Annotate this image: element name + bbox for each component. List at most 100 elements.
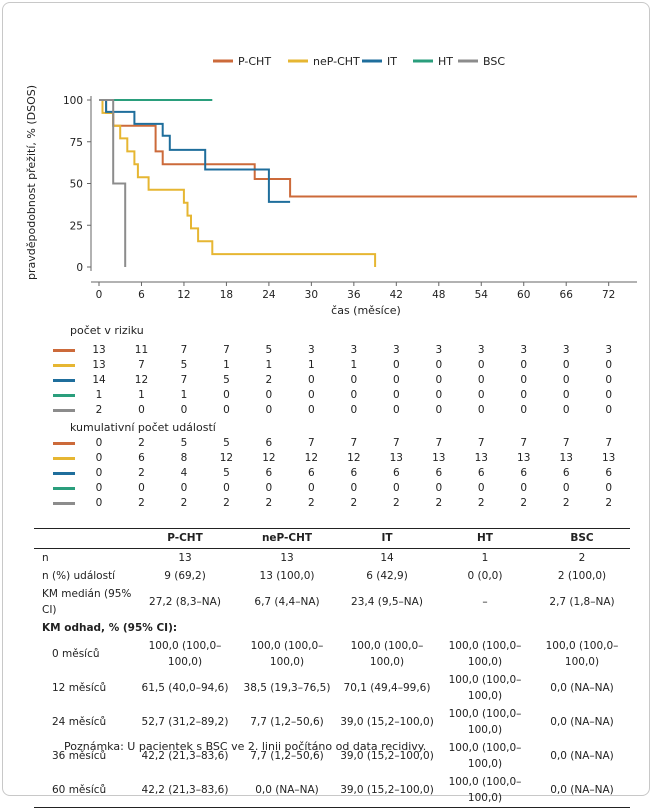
events-row-IT: 0 2 4 5 6 6 6 6 6 6 6 6 6 xyxy=(0,466,654,480)
footnote: Poznámka: U pacientek s BSC ve 2. linii … xyxy=(64,740,427,753)
events-value: 2 xyxy=(265,497,273,509)
risk-value: 11 xyxy=(134,344,149,356)
events-value: 2 xyxy=(350,497,358,509)
x-tick-label: 30 xyxy=(305,289,318,301)
table-cell: 14 xyxy=(380,552,394,564)
events-value: 6 xyxy=(605,467,613,479)
table-header-cell: P-CHT xyxy=(167,532,203,544)
events-value: 7 xyxy=(308,437,315,449)
table-row: n (%) událostí 9 (69,2) 13 (100,0) 6 (42,9)… xyxy=(34,567,630,585)
table-header-cell: BSC xyxy=(570,532,594,544)
risk-value: 2 xyxy=(265,374,273,386)
table-header-cell: HT xyxy=(477,532,493,544)
risk-value: 0 xyxy=(223,404,230,416)
table-cell: 100,0 (100,0–100,0) xyxy=(250,640,324,668)
series-line-IT xyxy=(99,99,291,203)
table-cell: 13 (100,0) xyxy=(259,570,315,582)
table-cell: 7,7 (1,2–50,6) xyxy=(250,750,324,762)
chart-legend: P-CHT neP-CHT IT HT BSC xyxy=(213,55,505,68)
y-tick-label: 0 xyxy=(76,262,83,274)
risk-value: 0 xyxy=(520,359,528,371)
risk-value: 1 xyxy=(350,359,358,371)
events-value: 0 xyxy=(562,482,570,494)
table-cell: 6 (42,9) xyxy=(366,570,408,582)
table-cell: 100,0 (100,0–100,0) xyxy=(448,742,522,770)
plot-area xyxy=(99,99,637,267)
risk-swatch xyxy=(53,379,75,382)
events-value: 2 xyxy=(138,467,145,479)
table-cell: 0 měsíců xyxy=(52,648,100,660)
events-value: 2 xyxy=(308,497,315,509)
x-tick-label: 48 xyxy=(432,289,445,301)
risk-value: 0 xyxy=(392,359,400,371)
table-cell: 39,0 (15,2–100,0) xyxy=(340,716,434,728)
table-cell: 100,0 (100,0–100,0) xyxy=(448,776,522,804)
table-header-cell: neP-CHT xyxy=(261,532,313,544)
risk-value: 3 xyxy=(435,344,443,356)
table-header-cell: IT xyxy=(381,532,393,544)
events-value: 2 xyxy=(605,497,613,509)
risk-value: 13 xyxy=(92,344,106,356)
risk-value: 0 xyxy=(308,404,315,416)
events-value: 6 xyxy=(435,467,443,479)
events-value: 7 xyxy=(435,437,443,449)
events-value: 13 xyxy=(432,452,446,464)
events-value: 6 xyxy=(265,437,273,449)
events-value: 4 xyxy=(180,467,188,479)
events-value: 6 xyxy=(350,467,358,479)
table-cell: 12 měsíců xyxy=(52,682,107,694)
risk-row-HT: 1 1 1 0 0 0 0 0 0 0 0 0 0 xyxy=(0,388,654,402)
events-value: 7 xyxy=(562,437,570,449)
table-cell: 39,0 (15,2–100,0) xyxy=(340,784,434,796)
risk-swatch xyxy=(53,394,75,397)
legend-label-P-CHT: P-CHT xyxy=(238,55,271,68)
table-cell: 36 měsíců xyxy=(52,750,107,762)
risk-row-neP-CHT: 13 7 5 1 1 1 1 0 0 0 0 0 0 xyxy=(0,358,654,372)
events-value: 2 xyxy=(520,497,528,509)
table-cell: 23,4 (9,5–NA) xyxy=(351,596,423,608)
x-tick-label: 42 xyxy=(390,289,403,301)
table-row: 12 měsíců 61,5 (40,0–94,6) 38,5 (19,3–76,5… xyxy=(34,671,630,705)
events-value: 2 xyxy=(138,497,145,509)
risk-value: 0 xyxy=(435,374,443,386)
events-value: 0 xyxy=(477,482,485,494)
table-cell: 0 (0,0) xyxy=(467,570,503,582)
risk-value: 0 xyxy=(520,374,528,386)
table-cell: 100,0 (100,0–100,0) xyxy=(350,640,424,668)
risk-value: 0 xyxy=(605,359,613,371)
series-line-BSC xyxy=(99,99,127,267)
events-value: 7 xyxy=(392,437,400,449)
risk-value: 0 xyxy=(477,359,485,371)
table-cell: 0,0 (NA–NA) xyxy=(550,716,614,728)
risk-value: 0 xyxy=(350,389,358,401)
table-row: n 13 13 14 1 2 xyxy=(34,548,630,568)
risk-value: 1 xyxy=(138,389,145,401)
events-swatch xyxy=(53,472,75,475)
risk-row-P-CHT: 13 11 7 7 5 3 3 3 3 3 3 3 3 xyxy=(0,343,654,357)
x-tick-label: 60 xyxy=(517,289,530,301)
events-value: 5 xyxy=(180,437,188,449)
risk-value: 0 xyxy=(138,404,145,416)
table-cell: 0,0 (NA–NA) xyxy=(550,784,614,796)
events-value: 6 xyxy=(265,467,273,479)
risk-swatch xyxy=(53,409,75,412)
events-value: 0 xyxy=(308,482,315,494)
risk-value: 0 xyxy=(180,404,188,416)
events-value: 2 xyxy=(392,497,400,509)
km-chart: P-CHT neP-CHT IT HT BSC 0 25 50 75 100 0 6 12 18 24 30… xyxy=(25,55,637,317)
events-value: 6 xyxy=(520,467,528,479)
events-value: 7 xyxy=(477,437,485,449)
events-value: 0 xyxy=(95,497,103,509)
y-axis-label: pravděpodobnost přežití, % (DSOS) xyxy=(25,85,38,280)
table-cell: 13 xyxy=(280,552,294,564)
events-value: 6 xyxy=(392,467,400,479)
risk-value: 1 xyxy=(308,359,315,371)
events-value: 2 xyxy=(562,497,570,509)
risk-value: 0 xyxy=(435,404,443,416)
events-value: 12 xyxy=(262,452,276,464)
risk-value: 3 xyxy=(520,344,528,356)
risk-value: 0 xyxy=(392,404,400,416)
events-value: 13 xyxy=(389,452,403,464)
series-line-P-CHT xyxy=(99,99,637,198)
risk-value: 1 xyxy=(223,359,230,371)
